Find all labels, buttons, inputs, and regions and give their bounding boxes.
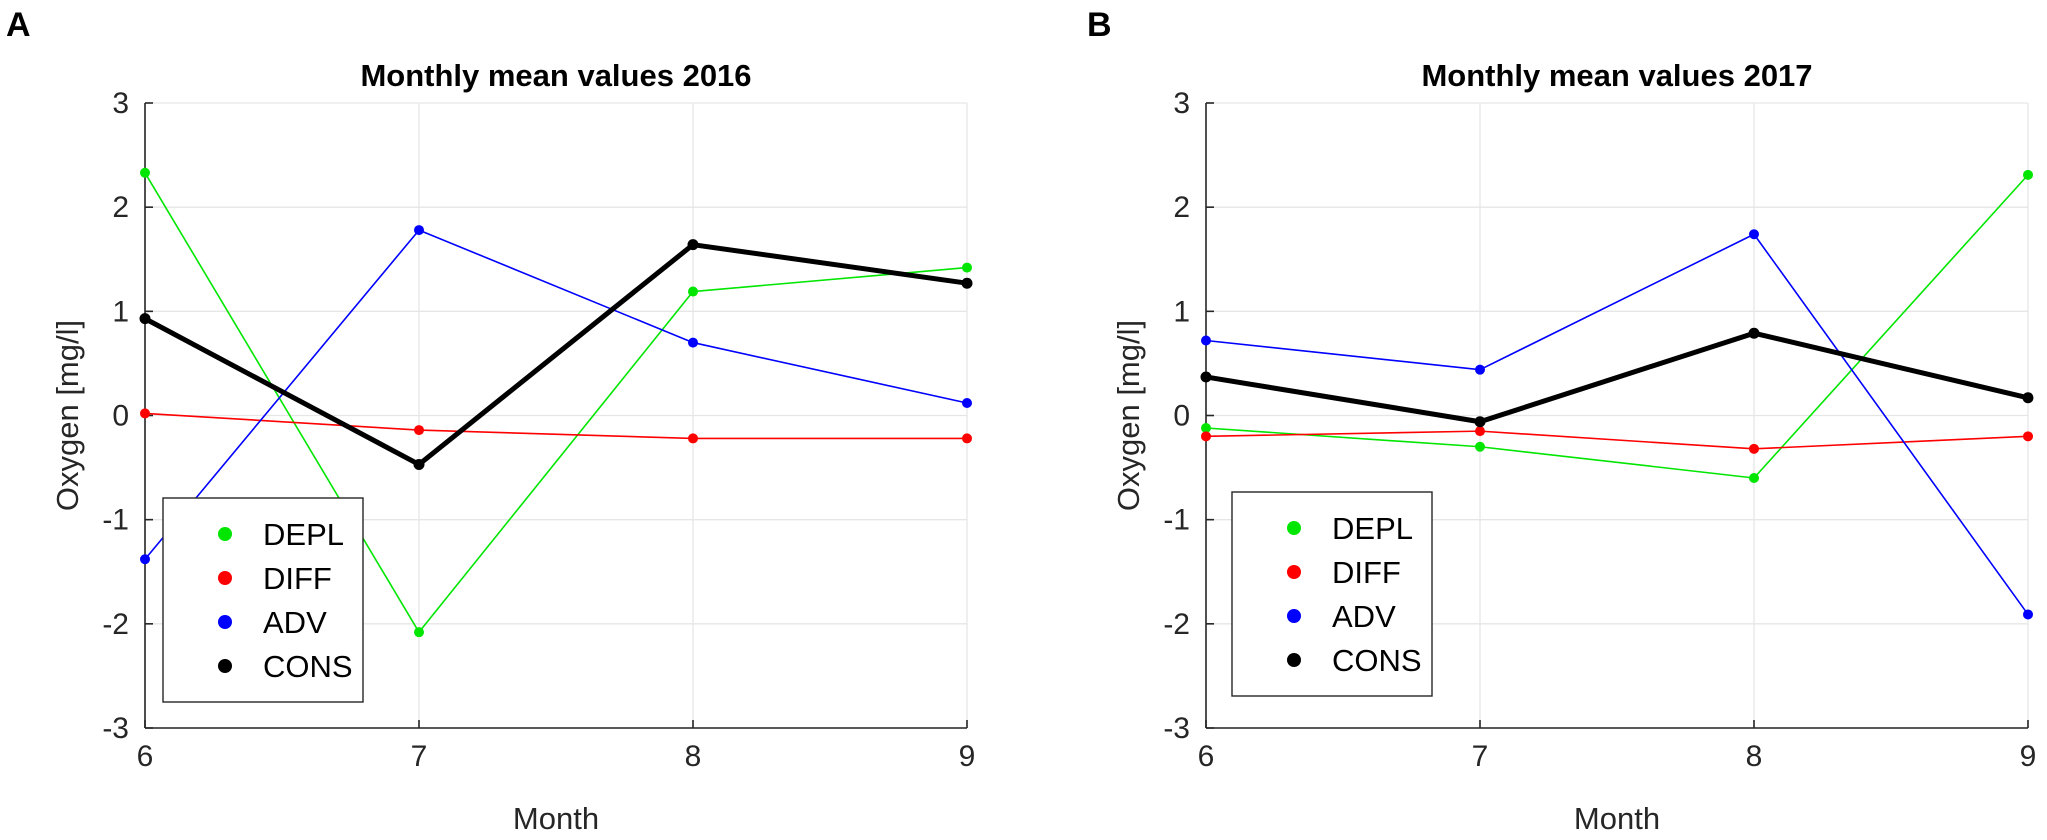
legend-marker-diff <box>218 571 232 585</box>
data-point-diff <box>140 408 150 419</box>
data-point-adv <box>2023 609 2033 620</box>
x-tick-label: 6 <box>1198 740 1215 773</box>
legend-marker-adv <box>218 615 232 629</box>
data-point-diff <box>688 433 698 444</box>
y-tick-label: -3 <box>1163 712 1190 745</box>
data-point-diff <box>962 433 972 444</box>
panel-letter: B <box>1087 6 1112 44</box>
data-point-depl <box>1475 441 1485 452</box>
legend-marker-depl <box>1287 521 1301 535</box>
y-tick-label: 3 <box>1173 87 1190 120</box>
chart-panel-b: B 3 2 1 0 -1 -2 -36 7 8 9 Monthly mean values 2017 M… <box>1087 6 2036 836</box>
y-tick-label: 2 <box>1173 191 1190 224</box>
y-axis-label: Oxygen [mg/l] <box>50 320 85 511</box>
x-tick-label: 7 <box>1472 740 1489 773</box>
x-tick-label: 9 <box>959 740 976 773</box>
series-line-depl <box>1205 174 2029 479</box>
legend-marker-adv <box>1287 609 1301 623</box>
data-point-adv <box>962 398 972 408</box>
data-point-depl <box>962 262 972 273</box>
data-point-cons <box>961 277 973 289</box>
chart-panel-a: A 3 2 1 0 -1 -2 -36 7 8 9 Monthly mean values 2016 M… <box>6 6 975 836</box>
series-line-diff <box>144 412 967 440</box>
x-axis-label: Month <box>513 801 599 836</box>
y-tick-label: 2 <box>112 191 129 224</box>
data-point-diff <box>414 425 424 436</box>
series-line-adv <box>1205 233 2029 615</box>
legend-marker-diff <box>1287 565 1301 579</box>
x-tick-label: 7 <box>411 740 428 773</box>
legend-label-diff: DIFF <box>1332 555 1401 590</box>
x-tick-label: 8 <box>1746 740 1763 773</box>
data-point-cons <box>1474 416 1486 428</box>
legend-box <box>1231 491 1433 697</box>
data-point-cons <box>687 239 699 251</box>
data-point-adv <box>688 337 698 348</box>
y-tick-label: 3 <box>112 87 129 120</box>
data-point-depl <box>688 286 698 297</box>
legend-marker-cons <box>218 659 232 673</box>
data-point-depl <box>140 167 150 178</box>
legend-label-depl: DEPL <box>1332 511 1413 546</box>
legend-marker-cons <box>1287 653 1301 667</box>
legend-label-cons: CONS <box>263 649 353 684</box>
data-point-adv <box>140 554 150 565</box>
data-point-adv <box>414 225 424 236</box>
chart-title: Monthly mean values 2016 <box>360 58 751 93</box>
series-line-adv <box>144 229 968 560</box>
legend-marker-depl <box>218 527 232 541</box>
data-point-diff <box>2023 431 2033 442</box>
data-point-cons <box>1748 327 1760 339</box>
data-point-diff <box>1201 431 1211 442</box>
data-point-cons <box>2022 392 2034 404</box>
data-point-adv <box>1749 229 1759 240</box>
y-tick-label: 1 <box>1173 295 1190 328</box>
legend-label-adv: ADV <box>1332 599 1396 634</box>
series-line-cons <box>143 242 968 467</box>
data-point-cons <box>139 313 151 325</box>
legend-box <box>162 497 364 703</box>
x-tick-label: 9 <box>2020 740 2037 773</box>
y-tick-label: -1 <box>102 504 129 537</box>
data-point-depl <box>414 627 424 638</box>
series-line-cons <box>1205 330 2029 425</box>
data-point-depl <box>1201 423 1211 433</box>
data-point-cons <box>413 458 425 470</box>
x-tick-label: 8 <box>685 740 702 773</box>
x-tick-label: 6 <box>137 740 154 773</box>
data-point-cons <box>1200 371 1212 383</box>
data-point-diff <box>1475 426 1485 437</box>
y-tick-label: -2 <box>1163 608 1190 641</box>
data-point-adv <box>1475 364 1485 375</box>
series-line-diff <box>1205 430 2029 450</box>
y-tick-label: -2 <box>102 608 129 641</box>
legend-label-cons: CONS <box>1332 643 1422 678</box>
legend-label-diff: DIFF <box>263 561 332 596</box>
chart-title: Monthly mean values 2017 <box>1421 58 1812 93</box>
data-point-depl <box>2023 169 2033 180</box>
y-tick-label: -3 <box>102 712 129 745</box>
panel-letter: A <box>6 6 31 44</box>
legend: DEPL DIFF ADV CONS <box>1231 491 1433 697</box>
data-point-diff <box>1749 443 1759 454</box>
y-tick-label: 0 <box>112 400 129 433</box>
legend: DEPL DIFF ADV CONS <box>162 497 364 703</box>
data-point-adv <box>1201 335 1211 346</box>
data-point-depl <box>1749 473 1759 483</box>
series-line-depl <box>144 172 968 633</box>
x-axis-label: Month <box>1574 801 1660 836</box>
legend-label-depl: DEPL <box>263 517 344 552</box>
y-tick-label: 1 <box>112 295 129 328</box>
legend-label-adv: ADV <box>263 605 327 640</box>
y-tick-label: 0 <box>1173 400 1190 433</box>
y-axis-label: Oxygen [mg/l] <box>1111 320 1146 511</box>
y-tick-label: -1 <box>1163 504 1190 537</box>
